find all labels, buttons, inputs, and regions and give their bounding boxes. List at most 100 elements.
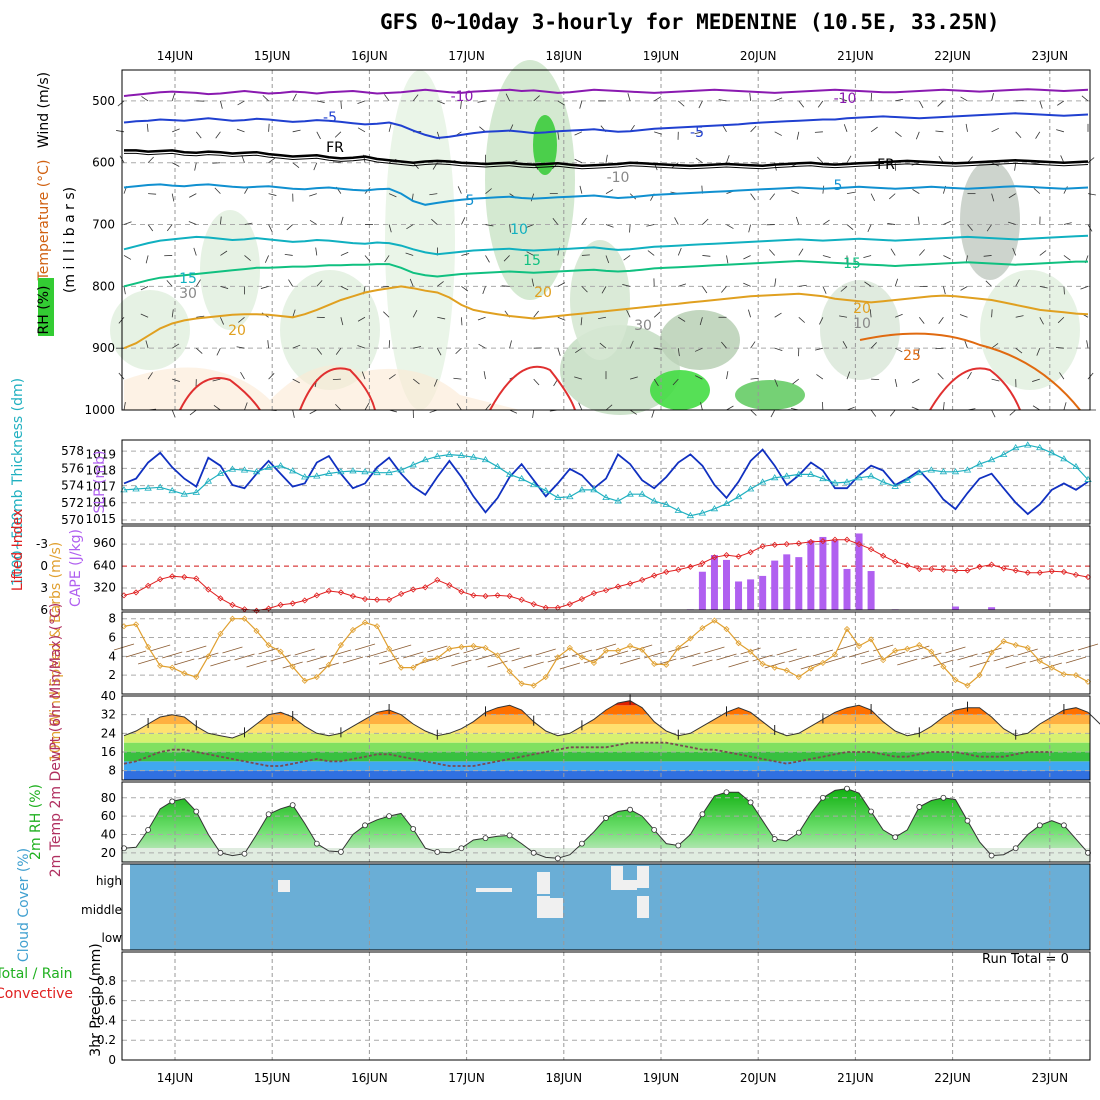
wind-barb bbox=[171, 343, 180, 349]
thickness-marker bbox=[276, 462, 285, 469]
isotherm-20 bbox=[123, 285, 1089, 350]
wind-barb-10m bbox=[318, 662, 339, 670]
wind-barb bbox=[694, 347, 703, 352]
wind-barb bbox=[381, 285, 390, 288]
thickness-marker bbox=[542, 486, 550, 494]
wind-barb bbox=[912, 378, 920, 384]
wind-barb bbox=[598, 316, 607, 320]
wind-barb bbox=[599, 342, 607, 349]
lifted-index-marker bbox=[916, 565, 923, 573]
thickness-marker bbox=[927, 466, 936, 473]
wind-barb bbox=[123, 402, 126, 411]
wind-barb bbox=[654, 131, 662, 135]
wind-barb bbox=[482, 286, 486, 295]
wind-barb bbox=[509, 409, 518, 414]
temp-band bbox=[124, 724, 1090, 734]
thickness-line bbox=[123, 444, 1089, 517]
lifted-index-marker bbox=[229, 601, 236, 608]
thickness-marker bbox=[686, 511, 695, 519]
thickness-marker bbox=[855, 474, 863, 481]
wind-barb bbox=[456, 403, 462, 411]
wind-speed-marker bbox=[482, 644, 489, 651]
wind-barb bbox=[579, 185, 583, 194]
rh-area bbox=[533, 115, 557, 175]
thickness-marker bbox=[252, 468, 261, 475]
lifted-index-marker bbox=[458, 588, 465, 595]
thickness-marker bbox=[349, 467, 357, 474]
wind-barb bbox=[743, 255, 751, 260]
wind-barb bbox=[1032, 405, 1041, 411]
date-label-top: 21JUN bbox=[837, 49, 874, 63]
wind-barb bbox=[334, 131, 342, 138]
li-tick: 6 bbox=[40, 603, 48, 617]
cape-bar bbox=[783, 554, 791, 610]
thickness-marker bbox=[433, 452, 442, 459]
thickness-marker bbox=[795, 470, 803, 477]
lifted-index-marker bbox=[1048, 568, 1055, 575]
wind-barb-10m bbox=[704, 646, 725, 654]
wind-barb-10m bbox=[282, 661, 303, 669]
wind-barb bbox=[770, 409, 776, 418]
wind-barb bbox=[991, 343, 999, 349]
isotherm-30 bbox=[299, 367, 376, 411]
wind-barb bbox=[332, 161, 341, 164]
thickness-marker bbox=[240, 466, 249, 473]
wind-speed-marker bbox=[253, 627, 260, 635]
wind-barb bbox=[983, 255, 992, 257]
wind-barb bbox=[678, 100, 685, 107]
wind-barb bbox=[264, 255, 269, 263]
wind-barb bbox=[485, 255, 490, 263]
wind-barb bbox=[340, 100, 342, 109]
temp-band bbox=[124, 714, 1090, 724]
thickness-marker bbox=[228, 465, 237, 472]
wind-barb bbox=[1015, 315, 1024, 318]
wind-speed-marker bbox=[988, 649, 995, 656]
lifted-index-marker bbox=[723, 552, 730, 559]
wind-barb bbox=[815, 347, 823, 351]
cape-bar bbox=[867, 571, 875, 610]
ylabel-slp: SLP (mb) bbox=[92, 450, 108, 513]
wind-barb bbox=[937, 100, 944, 107]
wind-barb bbox=[1087, 157, 1095, 164]
wind-barb bbox=[653, 96, 662, 102]
wind-barb bbox=[605, 154, 608, 163]
thickness-marker bbox=[421, 455, 429, 463]
wind-barb bbox=[220, 250, 228, 256]
thickness-marker bbox=[1036, 443, 1044, 451]
wind-barb bbox=[991, 93, 994, 102]
wind-barb-10m bbox=[451, 659, 472, 667]
thickness-marker bbox=[566, 492, 574, 500]
wind-barb-10m bbox=[463, 646, 484, 654]
thickness-tick: 572 bbox=[61, 496, 84, 510]
date-label-top: 19JUN bbox=[643, 49, 680, 63]
wind-barb bbox=[579, 100, 583, 109]
wind-barb bbox=[116, 130, 125, 133]
wind-barb-10m bbox=[427, 645, 448, 653]
wind-barb-10m bbox=[439, 652, 460, 660]
wind-speed-marker bbox=[843, 625, 851, 633]
wind-barb bbox=[653, 311, 661, 318]
thickness-marker bbox=[445, 450, 454, 458]
wind-barb bbox=[726, 255, 729, 264]
wind-barb bbox=[702, 218, 709, 225]
wind-barb bbox=[388, 123, 392, 132]
wind-speed-marker bbox=[819, 659, 826, 667]
thickness-marker bbox=[662, 500, 670, 507]
lifted-index-marker bbox=[795, 540, 802, 547]
wind-speed-marker bbox=[952, 676, 959, 683]
date-label-bottom: 18JUN bbox=[546, 1071, 583, 1085]
rh-marker bbox=[603, 815, 609, 821]
wind-barb bbox=[214, 187, 221, 194]
wind-barb bbox=[412, 310, 418, 318]
cape-bar bbox=[710, 555, 718, 610]
wind-barb bbox=[1012, 247, 1017, 256]
rh-marker bbox=[1036, 822, 1043, 829]
wind-barb bbox=[574, 158, 583, 164]
wind-barb-10m bbox=[234, 653, 255, 661]
wind-barb bbox=[699, 317, 703, 326]
wind-barb bbox=[461, 253, 470, 256]
wind-barb-10m bbox=[812, 649, 834, 657]
wind-speed-marker bbox=[157, 662, 164, 669]
wind-speed-marker bbox=[940, 663, 947, 670]
wind-barb bbox=[268, 193, 277, 196]
